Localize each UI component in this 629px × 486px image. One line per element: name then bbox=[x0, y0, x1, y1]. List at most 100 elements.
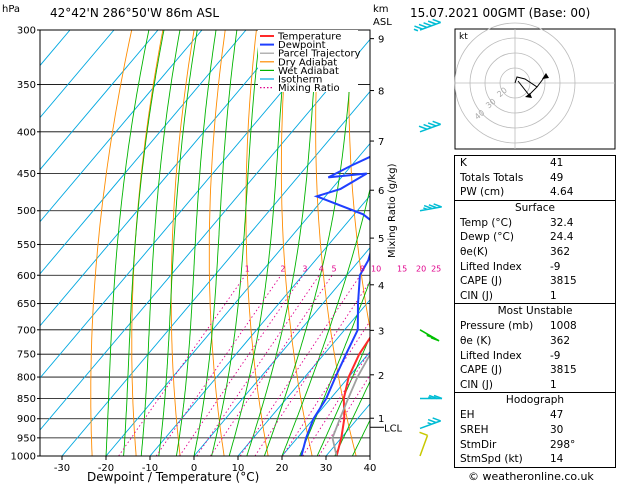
surface-lifted-index: Lifted Index -9 bbox=[460, 260, 561, 273]
isotherm-line bbox=[40, 30, 115, 119]
pressure-tick-1000: 1000 bbox=[11, 452, 36, 463]
wind-barb bbox=[413, 18, 441, 32]
pressure-tick-800: 800 bbox=[17, 373, 36, 384]
pressure-tick-900: 900 bbox=[17, 414, 36, 425]
dry-adiabat-line bbox=[208, 30, 226, 456]
isotherm-line bbox=[40, 30, 247, 275]
mixing-ratio-line bbox=[155, 275, 282, 456]
mixing-ratio-line bbox=[282, 320, 370, 456]
wet-adiabat-line bbox=[140, 30, 181, 456]
series-temperature bbox=[335, 336, 370, 456]
pressure-tick-650: 650 bbox=[17, 299, 36, 310]
mixing-ratio-line bbox=[196, 275, 320, 456]
surface-temp: Temp (°C) 32.4 bbox=[460, 216, 574, 229]
temp-tick-20: 20 bbox=[276, 463, 289, 474]
km-tick-3: 3 bbox=[378, 326, 384, 337]
temp-tick--30: -30 bbox=[54, 463, 70, 474]
km-tick-9: 9 bbox=[378, 35, 384, 46]
temp-tick--10: -10 bbox=[142, 463, 158, 474]
temp-tick-0: 0 bbox=[191, 463, 197, 474]
mixing-ratio-label: 15 bbox=[397, 264, 407, 273]
mixing-ratio-label: 2 bbox=[280, 264, 285, 273]
wind-barb bbox=[419, 417, 441, 430]
wind-barb bbox=[420, 394, 443, 400]
wet-adiabat-line bbox=[281, 187, 370, 456]
mixing-ratio-line bbox=[239, 275, 361, 456]
mixing-ratio-label: 4 bbox=[319, 264, 324, 273]
isotherm-line bbox=[40, 30, 291, 327]
storm-motion-arrow bbox=[525, 93, 532, 98]
pressure-tick-400: 400 bbox=[17, 127, 36, 138]
wet-adiabat-line bbox=[123, 30, 165, 456]
hodograph-section-title: Hodograph bbox=[505, 394, 565, 407]
temp-tick-10: 10 bbox=[232, 463, 245, 474]
legend-background bbox=[258, 30, 358, 92]
index-totals-totals: Totals Totals 49 bbox=[460, 171, 564, 184]
pressure-tick-600: 600 bbox=[17, 271, 36, 282]
mixing-ratio-line bbox=[254, 280, 370, 456]
isotherm-line bbox=[193, 247, 370, 456]
mixing-ratio-line bbox=[118, 275, 246, 456]
surface-section-title: Surface bbox=[514, 201, 555, 214]
legend-item: Dry Adiabat bbox=[278, 57, 337, 68]
isotherm-line bbox=[40, 30, 159, 171]
mixing-ratio-label: 1 bbox=[245, 264, 250, 273]
mixing-ratio-label: 3 bbox=[302, 264, 307, 273]
mixing-ratio-label: 5 bbox=[332, 264, 337, 273]
km-tick-5: 5 bbox=[378, 234, 384, 245]
isotherm-line bbox=[149, 194, 370, 456]
x-axis-title: Dewpoint / Temperature (°C) bbox=[87, 470, 260, 484]
mixing-ratio-line bbox=[210, 275, 333, 456]
mixing-ratio-label: 20 bbox=[416, 264, 426, 273]
temp-tick-30: 30 bbox=[320, 463, 333, 474]
km-tick-1: 1 bbox=[378, 414, 384, 425]
surface-cape: CAPE (J) 3815 bbox=[460, 275, 577, 288]
surface-cin: CIN (J) 1 bbox=[460, 289, 557, 302]
dry-adiabat-line bbox=[315, 30, 357, 456]
km-tick-7: 7 bbox=[378, 137, 384, 148]
surface-dewp: Dewp (°C) 24.4 bbox=[460, 231, 574, 244]
forecast-datetime: 15.07.2021 00GMT (Base: 00) bbox=[410, 6, 591, 20]
isotherm-line bbox=[61, 90, 370, 456]
stability-indices-table: K 41 Totals Totals 49 PW (cm) 4.64 Surface … bbox=[454, 155, 616, 468]
isotherm-line bbox=[40, 30, 203, 223]
hodograph-trace bbox=[514, 76, 538, 96]
isotherm-line bbox=[40, 38, 370, 431]
wet-adiabat-line bbox=[334, 380, 370, 456]
dry-adiabat-line bbox=[348, 30, 370, 332]
legend-item: Parcel Trajectory bbox=[278, 49, 361, 60]
wet-adiabat-line bbox=[316, 335, 370, 456]
series-dewpoint bbox=[300, 155, 370, 456]
km-tick-2: 2 bbox=[378, 371, 384, 382]
mixing-ratio-label: 8 bbox=[360, 264, 365, 273]
mixing-ratio-line bbox=[302, 350, 370, 456]
dry-adiabat-line bbox=[131, 30, 164, 456]
index-k: K 41 bbox=[460, 157, 564, 169]
pressure-tick-300: 300 bbox=[17, 26, 36, 37]
legend-item: Mixing Ratio bbox=[278, 83, 340, 94]
plot-frame bbox=[39, 29, 371, 457]
pressure-tick-950: 950 bbox=[17, 433, 36, 444]
pressure-tick-550: 550 bbox=[17, 240, 36, 251]
dry-adiabat-line bbox=[90, 30, 133, 456]
legend-item: Isotherm bbox=[278, 75, 322, 86]
mixing-ratio-label: 10 bbox=[371, 264, 381, 273]
mu-pressure: Pressure (mb) 1008 bbox=[460, 320, 577, 333]
mixing-ratio-line bbox=[179, 275, 304, 456]
wet-adiabat-line bbox=[158, 30, 198, 456]
km-tick-8: 8 bbox=[378, 87, 384, 98]
pressure-tick-700: 700 bbox=[17, 325, 36, 336]
surface-theta-e: θe(K) 362 bbox=[460, 245, 571, 258]
hodo-stm-dir: StmDir 298° bbox=[460, 438, 576, 451]
legend-item: Wet Adiabat bbox=[278, 66, 339, 77]
most-unstable-section-title: Most Unstable bbox=[497, 305, 573, 318]
mu-theta-e: θe (K) 362 bbox=[460, 334, 571, 347]
dry-adiabat-line bbox=[170, 30, 195, 456]
wet-adiabat-line bbox=[175, 30, 217, 456]
pressure-tick-750: 750 bbox=[17, 350, 36, 361]
pressure-tick-500: 500 bbox=[17, 206, 36, 217]
index-pw: PW (cm) 4.64 bbox=[460, 186, 574, 199]
wind-barb bbox=[419, 329, 440, 342]
